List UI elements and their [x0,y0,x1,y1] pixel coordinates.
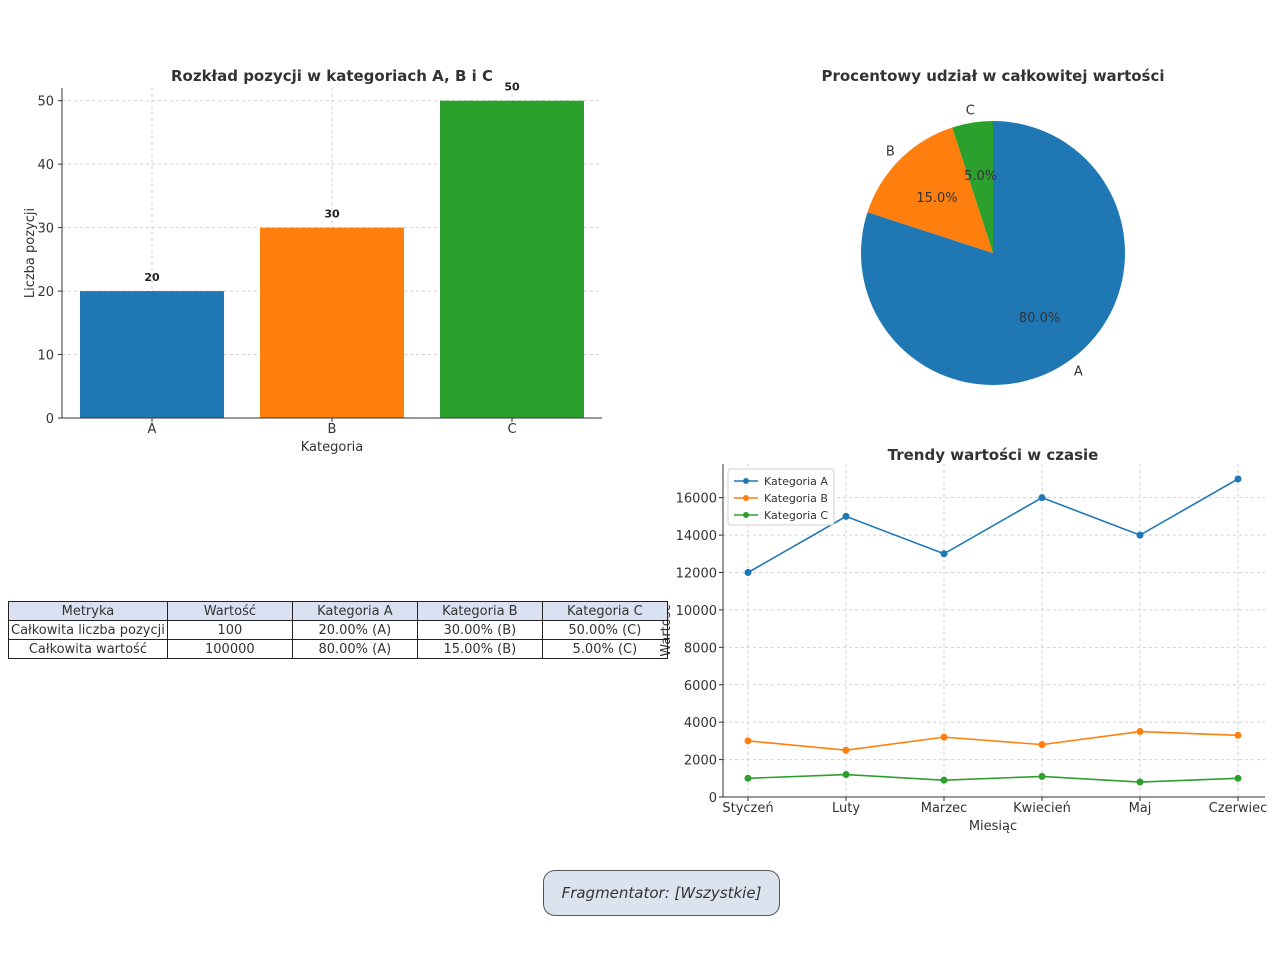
line-y-tick-label: 12000 [676,567,717,582]
line-series-2 [747,730,1239,752]
pie-slice-B [867,127,993,253]
line-point [940,733,948,741]
pie-slice-C [952,121,993,253]
table-row: Całkowita liczba pozycji 100 20.00% (A) … [8,620,668,640]
line-point [1038,772,1046,780]
pie-chart-title: Procentowy udział w całkowitej wartości [821,67,1164,85]
pie-pct-label: 5.0% [964,169,997,184]
line-x-tick-label: Kwiecień [1013,801,1071,816]
line-point [744,737,752,745]
bar-A [80,291,224,418]
slicer-button[interactable]: Fragmentator: [Wszystkie] [543,870,780,916]
line-x-tick-label: Czerwiec [1209,801,1268,816]
legend-label: Kategoria A [764,475,828,488]
pie-pct-label: 15.0% [916,191,957,206]
bar-y-tick-label: 50 [37,95,54,110]
bar-y-tick-label: 0 [46,412,54,427]
table-cell: 80.00% (A) [291,639,418,659]
table-cell: 5.00% (C) [541,639,668,659]
line-point [1038,741,1046,749]
line-point [744,569,752,577]
bar-C [440,100,584,418]
pie-slice-label: B [886,144,895,159]
bar-value-label: 30 [324,208,340,221]
line-point [1136,728,1144,736]
line-chart-title: Trendy wartości w czasie [888,446,1099,464]
bar-y-tick-label: 30 [37,222,54,237]
bar-x-tick-label: C [507,422,516,437]
table-cell: 50.00% (C) [541,620,668,640]
table-header-cell: Kategoria A [291,601,418,621]
bar-y-axis-label: Liczba pozycji [23,208,38,298]
line-point [842,746,850,754]
legend-marker [743,478,749,484]
pie-slice-label: C [966,104,975,119]
slicer-label: Fragmentator: [Wszystkie] [561,884,762,902]
table-header-cell: Kategoria C [541,601,668,621]
bar-B [260,227,404,418]
line-y-tick-label: 6000 [684,679,717,694]
table-row: Całkowita wartość 100000 80.00% (A) 15.0… [8,639,668,659]
bar-x-axis-label: Kategoria [301,440,364,455]
line-point [1234,774,1242,782]
line-y-tick-label: 4000 [684,716,717,731]
line-point [744,774,752,782]
table-cell: Całkowita liczba pozycji [8,620,168,640]
line-point [1038,494,1046,502]
line-series-3 [747,773,1239,783]
line-point [1234,731,1242,739]
line-x-tick-label: Maj [1129,801,1152,816]
bar-y-tick-label: 20 [37,285,54,300]
line-point [1136,531,1144,539]
table-header-cell: Wartość [166,601,293,621]
bar-y-tick-label: 40 [37,158,54,173]
line-x-tick-label: Styczeń [722,801,773,816]
line-y-tick-label: 10000 [676,604,717,619]
table-header-row: Metryka Wartość Kategoria A Kategoria B … [8,601,668,621]
line-legend [727,468,835,526]
legend-marker [743,495,749,501]
line-point [940,550,948,558]
bar-x-tick-label: A [148,422,157,437]
legend-label: Kategoria C [764,509,828,522]
legend-marker [743,512,749,518]
pie-pct-label: 80.0% [1019,311,1060,326]
line-x-tick-label: Marzec [921,801,968,816]
line-point [842,771,850,779]
line-series-1 [747,478,1239,574]
table-cell: Całkowita wartość [8,639,168,659]
table-cell: 30.00% (B) [416,620,543,640]
table-cell: 100 [166,620,293,640]
legend-label: Kategoria B [764,492,828,505]
bar-x-tick-label: B [328,422,337,437]
bar-value-label: 20 [144,271,160,284]
summary-table: Metryka Wartość Kategoria A Kategoria B … [8,601,668,659]
table-cell: 15.00% (B) [416,639,543,659]
line-y-tick-label: 0 [709,791,717,806]
pie-slice-label: A [1074,364,1083,379]
table-header-cell: Kategoria B [416,601,543,621]
line-y-tick-label: 2000 [684,754,717,769]
table-cell: 20.00% (A) [291,620,418,640]
line-x-axis-label: Miesiąc [969,819,1017,834]
bar-chart-title: Rozkład pozycji w kategoriach A, B i C [171,67,493,85]
line-x-tick-label: Luty [832,801,860,816]
line-point [842,512,850,520]
table-header-cell: Metryka [8,601,168,621]
bar-y-tick-label: 10 [37,349,54,364]
line-y-tick-label: 16000 [676,492,717,507]
line-point [1136,778,1144,786]
line-y-tick-label: 14000 [676,529,717,544]
line-point [1234,475,1242,483]
line-point [940,776,948,784]
table-cell: 100000 [166,639,293,659]
line-y-tick-label: 8000 [684,641,717,656]
bar-value-label: 50 [504,81,520,94]
